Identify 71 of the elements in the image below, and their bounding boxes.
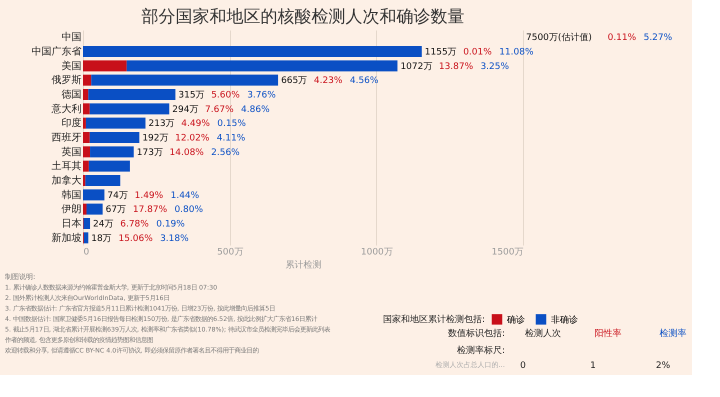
annotation: 2.56%	[211, 148, 240, 158]
annotation: 13.87%	[438, 62, 474, 72]
text: 数值标识包括:	[448, 328, 505, 339]
legend-label: 非确诊	[551, 314, 578, 326]
y-tick-label: 韩国	[62, 188, 82, 201]
y-tick-label: 印度	[62, 117, 82, 130]
legend-label: 确诊	[506, 314, 525, 326]
y-tick-label: 加拿大	[52, 174, 82, 186]
total-label: 1072万	[400, 62, 432, 72]
text: 阳性率	[594, 328, 622, 339]
text: 7500万(估计值)	[526, 32, 592, 44]
annotation: 4.49%	[181, 119, 210, 130]
annotation: 7.67%	[205, 104, 234, 115]
x-tick-label: 0	[84, 248, 90, 258]
legend-title: 国家和地区累计检测包括:	[383, 314, 486, 325]
x-tick-label: 500万	[217, 248, 244, 258]
total-label: 74万	[107, 190, 128, 201]
annotation: 1.44%	[170, 190, 200, 201]
annotation: 15.06%	[118, 234, 154, 244]
annotation: 4.11%	[216, 134, 246, 144]
y-tick-label: 新加坡	[52, 232, 82, 244]
annotation: 4.56%	[350, 76, 379, 86]
annotation: 5.60%	[211, 90, 240, 100]
y-tick-label: 德国	[62, 90, 82, 100]
y-tick-label: 英国	[62, 146, 82, 158]
annotation: 1.49%	[134, 190, 164, 201]
annotation: 0.01%	[463, 48, 492, 58]
total-label: 192万	[142, 134, 169, 144]
annotation: 0.15%	[217, 119, 246, 130]
annotation: 17.87%	[132, 205, 168, 216]
annotation: 4.86%	[241, 104, 270, 115]
y-tick-label: 西班牙	[52, 132, 82, 144]
total-label: 18万	[91, 234, 112, 244]
annotation: 12.02%	[175, 134, 210, 144]
y-tick-label: 伊朗	[62, 203, 82, 216]
text: 1	[590, 361, 596, 371]
annotation: 3.18%	[160, 234, 190, 244]
x-axis-title: 累计检测	[286, 260, 322, 270]
total-label: 213万	[148, 119, 175, 130]
y-tick-label: 俄罗斯	[52, 74, 82, 86]
text: 检测率标尺:	[456, 345, 505, 356]
annotation: 11.08%	[499, 48, 534, 58]
annotation: 14.08%	[170, 148, 204, 158]
y-tick-label: 美国	[62, 60, 82, 72]
total-label: 1155万	[424, 48, 457, 58]
annotation: 4.23%	[314, 76, 343, 86]
chart-title: 部分国家和地区的核酸检测人次和确诊数量	[142, 7, 464, 27]
total-label: 665万	[281, 76, 308, 86]
y-tick-label: 中国	[62, 31, 82, 44]
total-label: 24万	[93, 220, 114, 230]
total-label: 294万	[172, 104, 198, 115]
text: 0.11%	[608, 33, 637, 44]
annotation: 0.80%	[174, 205, 204, 216]
annotation: 6.78%	[120, 220, 150, 230]
text: 检测人次	[525, 328, 561, 339]
text: 5.27%	[644, 33, 673, 44]
x-tick-label: 1000万	[360, 248, 393, 258]
y-tick-label: 日本	[62, 218, 82, 230]
text: 检测率	[660, 328, 686, 339]
y-tick-label: 意大利	[50, 102, 82, 115]
annotation: 0.19%	[156, 220, 186, 230]
x-tick-label: 1500万	[492, 248, 524, 258]
annotation: 3.76%	[247, 90, 276, 100]
y-tick-label: 土耳其	[52, 160, 82, 172]
text: 0	[520, 361, 526, 371]
total-label: 315万	[178, 90, 205, 100]
total-label: 67万	[106, 205, 126, 216]
total-label: 173万	[136, 148, 163, 158]
annotation: 3.25%	[480, 62, 510, 72]
y-tick-label: 中国广东省	[32, 46, 82, 58]
text: 2%	[656, 361, 671, 371]
